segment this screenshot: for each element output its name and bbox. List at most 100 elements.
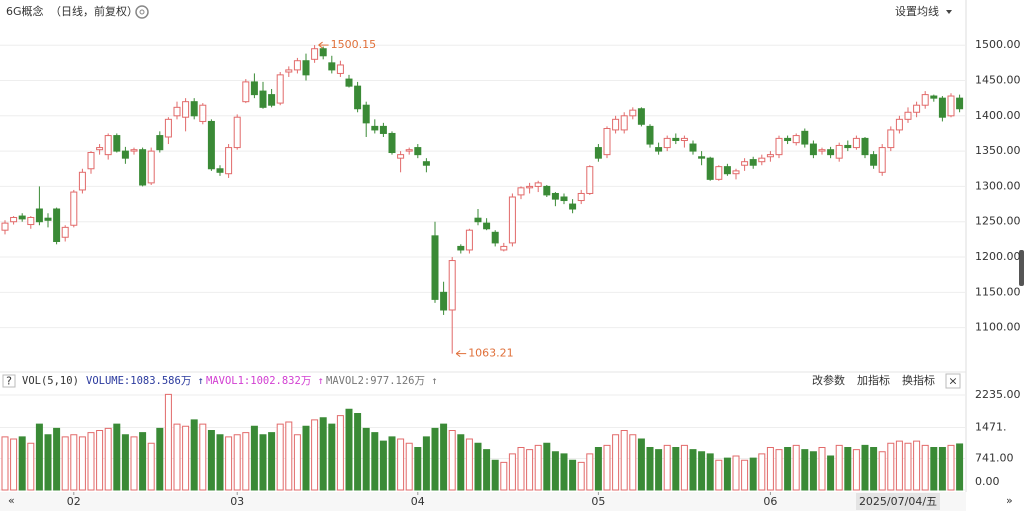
volume-bar (474, 442, 482, 491)
candle-body (10, 216, 18, 223)
volume-bar (861, 444, 869, 491)
volume-bar (259, 434, 267, 491)
volume-bar (835, 444, 843, 491)
candle-body (766, 154, 774, 158)
y-tick-label: 1200.00 (975, 250, 1021, 263)
candle-body (431, 235, 439, 300)
x-tick-label: 06 (763, 495, 777, 508)
volume-bar (207, 430, 215, 491)
candle-body (405, 149, 413, 152)
volume-bar (354, 413, 362, 491)
volume-bar (182, 425, 190, 491)
y-tick-label: 2235.00 (975, 388, 1021, 401)
volume-bar (164, 393, 172, 491)
candle-body (440, 291, 448, 311)
volume-bar (852, 449, 860, 491)
volume-bar (397, 438, 405, 491)
candle-body (560, 196, 568, 202)
volume-bar (792, 444, 800, 491)
volume-bar (766, 447, 774, 491)
volume-bar (362, 427, 370, 491)
candle-body (741, 161, 749, 166)
volume-bar (53, 427, 61, 491)
candle-body (354, 85, 362, 110)
volume-value: VOLUME:1083.586万 ↑ (86, 375, 204, 387)
candle-body (715, 166, 723, 180)
candle-body (637, 108, 645, 125)
scroll-right[interactable]: » (1006, 494, 1013, 507)
candle-body (612, 118, 620, 131)
candle-body (225, 147, 233, 175)
candle-body (698, 156, 706, 159)
volume-bar (1, 436, 9, 491)
volume-bar (637, 438, 645, 491)
candle-body (809, 143, 817, 156)
volume-bar (328, 423, 336, 491)
side-handle[interactable] (1019, 250, 1024, 286)
volume-bar (242, 432, 250, 491)
candle-body (448, 260, 456, 311)
candle-body (285, 69, 293, 73)
y-tick-label: 1400.00 (975, 109, 1021, 122)
volume-bar (190, 419, 198, 491)
volume-bar (500, 461, 508, 491)
candle-body (293, 60, 301, 71)
candle-body (758, 157, 766, 163)
candle-body (827, 149, 835, 156)
candle-body (508, 196, 516, 244)
volume-bar (431, 427, 439, 491)
volume-bar (250, 425, 258, 491)
volume-bar (844, 447, 852, 491)
candle-body (655, 147, 663, 152)
scroll-bar[interactable] (0, 492, 966, 511)
candle-body (551, 192, 559, 200)
candle-body (35, 208, 43, 223)
candle-body (500, 245, 508, 251)
y-tick-label: 1350.00 (975, 144, 1021, 157)
edit-params-button[interactable]: 改参数 (812, 373, 845, 387)
volume-bar (233, 434, 241, 491)
volume-bar (827, 455, 835, 491)
candle-body (216, 168, 224, 173)
close-box[interactable] (945, 373, 961, 389)
help-box[interactable] (2, 374, 16, 388)
ma-settings-button[interactable]: 设置均线 (895, 4, 939, 18)
volume-bar (104, 427, 112, 491)
candle-body (302, 60, 310, 76)
candle-body (956, 97, 964, 110)
candle-body (835, 144, 843, 159)
candle-body (603, 128, 611, 156)
volume-bar (534, 444, 542, 491)
add-indicator-button[interactable]: 加指标 (857, 373, 890, 387)
close-icon[interactable]: × (948, 375, 957, 388)
scroll-left[interactable]: « (8, 494, 15, 507)
candle-body (938, 97, 946, 118)
volume-bar (96, 430, 104, 491)
volume-bar (543, 442, 551, 491)
volume-bar (336, 415, 344, 491)
volume-bar (508, 453, 516, 491)
candle-body (250, 81, 258, 96)
volume-bar (414, 447, 422, 491)
volume-bar (663, 444, 671, 491)
candle-body (904, 111, 912, 120)
candle-body (1, 222, 9, 231)
help-icon[interactable]: ? (6, 375, 12, 388)
candle-body (44, 217, 52, 221)
volume-bar (465, 438, 473, 491)
settings-icon[interactable] (135, 5, 149, 19)
volume-bar (577, 461, 585, 491)
extreme-label: 1500.15 (331, 38, 377, 51)
volume-bar (311, 419, 319, 491)
candle-body (139, 149, 147, 186)
candle-body (422, 161, 430, 166)
volume-bar (113, 423, 121, 491)
candle-body (930, 95, 938, 99)
switch-indicator-button[interactable]: 换指标 (902, 373, 935, 387)
indicator-name: VOL(5,10) (22, 375, 79, 387)
volume-bar (216, 434, 224, 491)
volume-bar (27, 442, 35, 491)
candle-body (414, 147, 422, 156)
volume-bar (440, 423, 448, 491)
candle-body (130, 149, 138, 152)
